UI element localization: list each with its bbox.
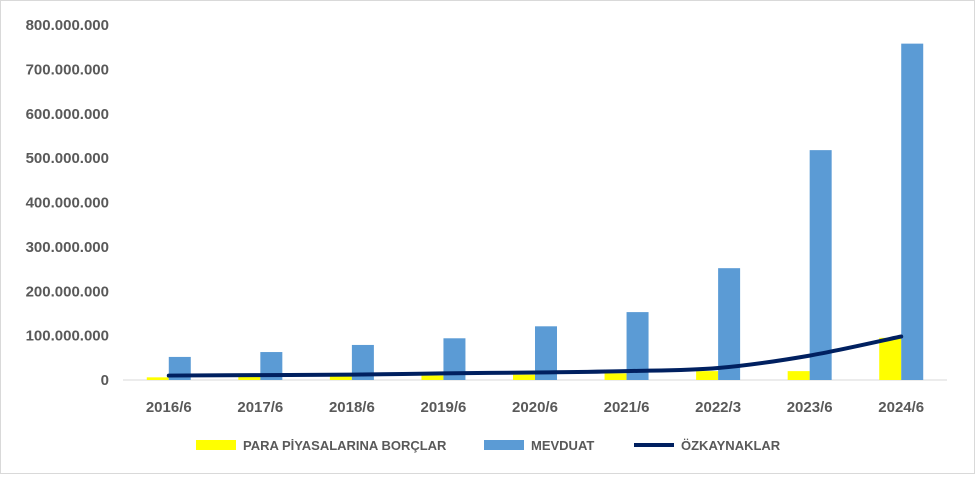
y-axis: 0 100.000.000 200.000.000 300.000.000 400.00… [26,17,109,389]
x-tick-label: 2023/6 [787,399,833,416]
y-tick-label: 600.000.000 [26,106,109,123]
bar-para-piyasalarina-borclar [329,376,352,380]
x-tick-label: 2020/6 [512,399,558,416]
x-tick-label: 2024/6 [878,399,924,416]
legend: PARA PİYASALARINA BORÇLAR MEVDUAT ÖZKAYNAK… [196,438,781,453]
bar-mevduat [809,150,832,380]
lines [166,334,904,378]
legend-label-ozkaynaklar: ÖZKAYNAKLAR [681,438,781,453]
x-tick-label: 2016/6 [146,399,192,416]
legend-swatch-para-piyasalarina-borclar [196,440,236,450]
bar-mevduat [535,326,557,380]
y-tick-label: 500.000.000 [26,150,109,167]
bar-mevduat [260,352,283,380]
x-tick-label: 2017/6 [237,399,283,416]
line-ozkaynaklar [166,334,904,378]
bar-para-piyasalarina-borclar [696,371,719,380]
bar-para-piyasalarina-borclar [787,371,810,380]
y-tick-label: 0 [101,372,109,389]
bar-para-piyasalarina-borclar [513,374,535,380]
y-tick-label: 300.000.000 [26,239,109,256]
legend-label-para-piyasalarina-borclar: PARA PİYASALARINA BORÇLAR [243,438,447,453]
y-tick-label: 800.000.000 [26,17,109,34]
bar-para-piyasalarina-borclar [238,376,261,380]
bar-para-piyasalarina-borclar [421,375,444,380]
bar-para-piyasalarina-borclar [604,373,627,380]
legend-swatch-mevduat [484,440,524,450]
y-tick-label: 400.000.000 [26,195,109,212]
bar-mevduat [351,344,374,380]
bars [146,43,924,380]
bar-mevduat [443,338,466,380]
y-tick-label: 100.000.000 [26,328,109,345]
legend-label-mevduat: MEVDUAT [531,438,594,453]
x-tick-label: 2021/6 [604,399,650,416]
x-tick-label: 2022/3 [695,399,741,416]
x-tick-label: 2019/6 [420,399,466,416]
y-tick-label: 700.000.000 [26,61,109,78]
bar-mevduat [901,43,924,380]
y-tick-label: 200.000.000 [26,283,109,300]
bar-para-piyasalarina-borclar [146,377,169,380]
x-axis: 2016/6 2017/6 2018/6 2019/6 2020/6 2021/6 2022… [123,379,947,416]
bar-para-piyasalarina-borclar [879,337,902,380]
bar-mevduat [626,312,649,380]
bar-mevduat [718,268,741,380]
x-tick-label: 2018/6 [329,399,375,416]
